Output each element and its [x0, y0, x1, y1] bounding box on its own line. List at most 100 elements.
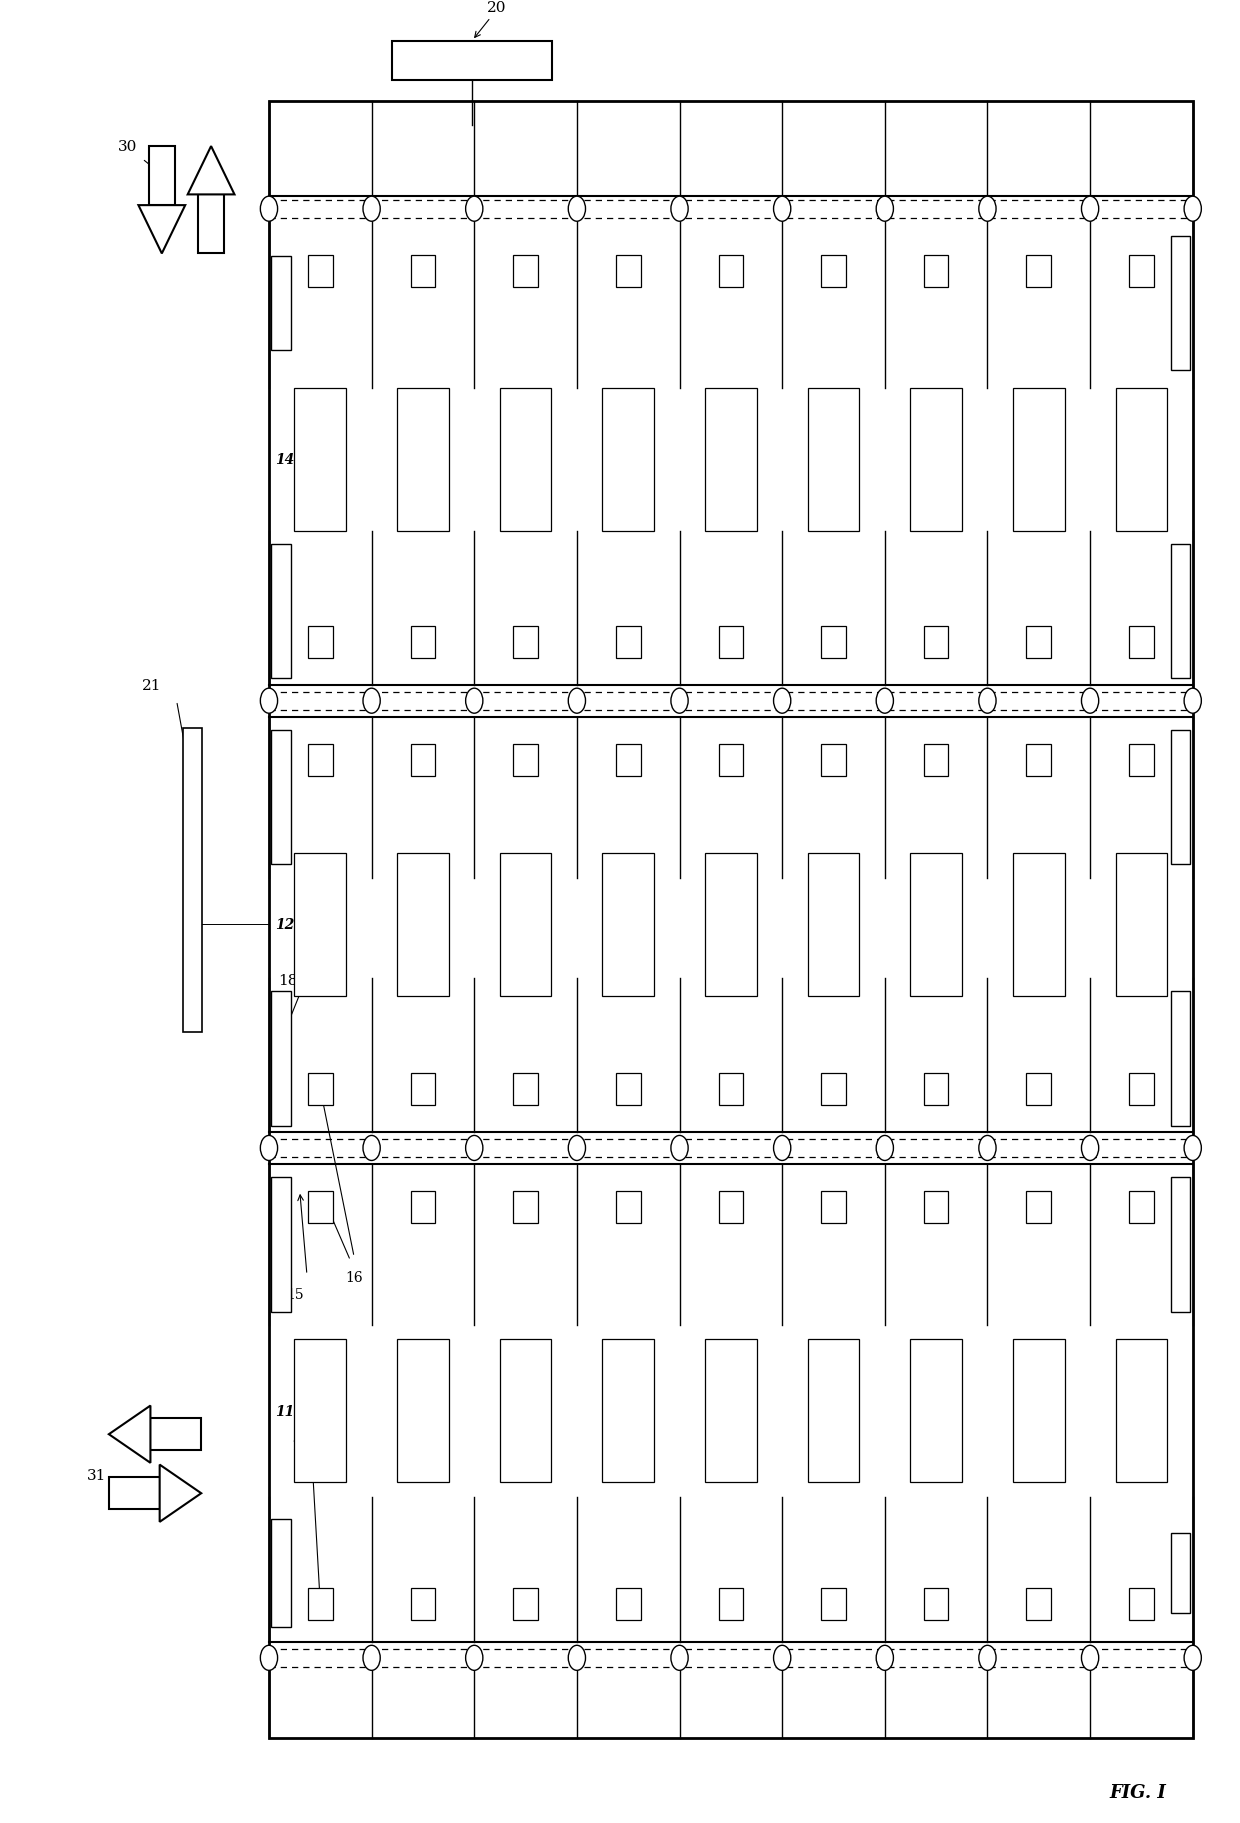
Bar [500, 1340, 552, 1482]
Text: 21: 21 [143, 678, 161, 693]
Circle shape [260, 197, 278, 222]
Bar [308, 744, 332, 777]
Bar [513, 627, 538, 658]
Circle shape [260, 689, 278, 715]
Circle shape [1081, 689, 1099, 715]
Bar [706, 388, 756, 532]
Text: 12: 12 [275, 917, 294, 932]
Bar [718, 255, 743, 288]
Bar [513, 1190, 538, 1223]
Circle shape [1184, 1136, 1202, 1161]
Bar [910, 388, 962, 532]
Bar [1130, 255, 1153, 288]
Bar [513, 255, 538, 288]
Circle shape [877, 689, 894, 715]
Polygon shape [187, 148, 234, 195]
Bar [1116, 853, 1167, 997]
Bar [272, 992, 291, 1127]
Bar [1171, 237, 1190, 370]
Bar [821, 1074, 846, 1105]
Bar [616, 744, 641, 777]
Bar [500, 853, 552, 997]
Circle shape [671, 689, 688, 715]
Circle shape [877, 1136, 894, 1161]
Bar [821, 1588, 846, 1621]
Bar [410, 627, 435, 658]
Circle shape [260, 1646, 278, 1670]
Text: 14: 14 [275, 452, 294, 467]
Circle shape [1081, 1136, 1099, 1161]
Circle shape [260, 1136, 278, 1161]
Bar [1027, 255, 1052, 288]
Bar [821, 1190, 846, 1223]
Bar [392, 42, 552, 80]
Text: 24: 24 [311, 1438, 329, 1453]
Bar [269, 102, 1193, 1739]
Circle shape [1081, 197, 1099, 222]
Bar [109, 1478, 160, 1509]
Bar [1171, 1533, 1190, 1613]
Circle shape [568, 197, 585, 222]
Circle shape [466, 689, 482, 715]
Bar [410, 744, 435, 777]
Bar [616, 1190, 641, 1223]
Circle shape [671, 1646, 688, 1670]
Circle shape [1081, 1646, 1099, 1670]
Bar [924, 627, 949, 658]
Bar [807, 853, 859, 997]
Circle shape [568, 1136, 585, 1161]
Bar [1130, 1190, 1153, 1223]
Bar [308, 255, 332, 288]
Bar [616, 1588, 641, 1621]
Bar [397, 388, 449, 532]
Bar [924, 1588, 949, 1621]
Bar [410, 1190, 435, 1223]
Circle shape [774, 197, 791, 222]
Circle shape [1184, 197, 1202, 222]
Circle shape [671, 1136, 688, 1161]
Text: 23: 23 [301, 1466, 319, 1478]
Bar [924, 1074, 949, 1105]
Circle shape [568, 1646, 585, 1670]
Bar [1013, 388, 1065, 532]
Bar [294, 388, 346, 532]
Bar [1027, 744, 1052, 777]
Bar [718, 1074, 743, 1105]
Circle shape [978, 689, 996, 715]
Bar [603, 853, 653, 997]
Bar [616, 627, 641, 658]
Bar [410, 1588, 435, 1621]
Bar [500, 388, 552, 532]
Bar [924, 1190, 949, 1223]
Bar [150, 1418, 201, 1449]
Circle shape [466, 1646, 482, 1670]
Bar [1027, 1074, 1052, 1105]
Circle shape [978, 197, 996, 222]
Bar [1116, 388, 1167, 532]
Bar [1130, 627, 1153, 658]
Text: 20: 20 [487, 0, 507, 15]
Circle shape [877, 1646, 894, 1670]
Bar [272, 1519, 291, 1626]
Bar [410, 255, 435, 288]
Circle shape [466, 197, 482, 222]
Circle shape [363, 1646, 381, 1670]
Bar [807, 388, 859, 532]
Polygon shape [139, 206, 185, 253]
Circle shape [363, 689, 381, 715]
Text: 10: 10 [182, 917, 201, 932]
Polygon shape [160, 1466, 201, 1522]
Bar [1013, 853, 1065, 997]
Bar [718, 1588, 743, 1621]
Bar [706, 1340, 756, 1482]
Bar [1116, 1340, 1167, 1482]
Circle shape [978, 1136, 996, 1161]
Bar [397, 853, 449, 997]
Bar [1027, 1190, 1052, 1223]
Bar [513, 1074, 538, 1105]
Bar [272, 731, 291, 864]
Bar [397, 1340, 449, 1482]
Bar [603, 1340, 653, 1482]
Bar [1171, 992, 1190, 1127]
Circle shape [1184, 1646, 1202, 1670]
